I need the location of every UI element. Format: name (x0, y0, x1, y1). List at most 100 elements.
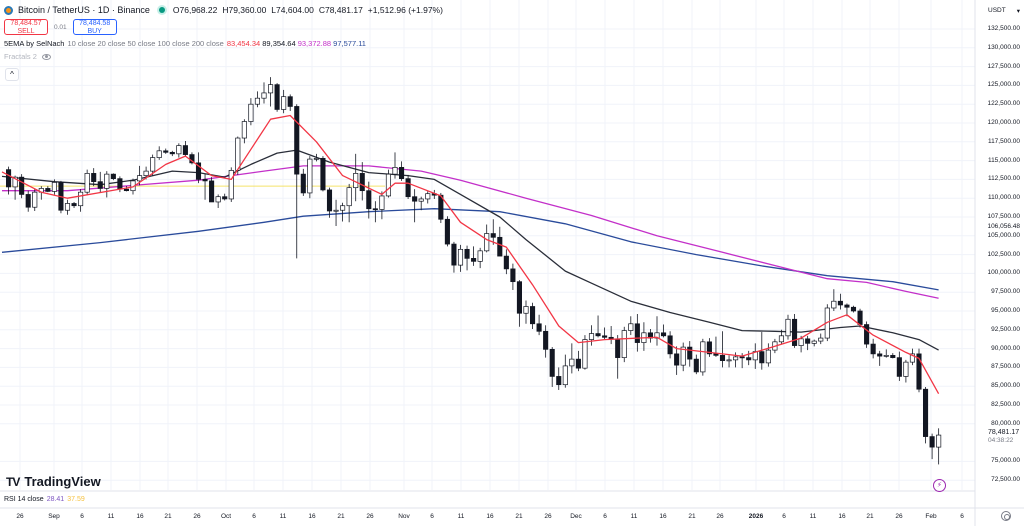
candle (32, 191, 38, 208)
candle (929, 436, 935, 448)
time-tick: Oct (220, 513, 232, 520)
time-tick: 16 (659, 513, 667, 520)
candle (543, 330, 549, 350)
candle (307, 158, 313, 194)
tradingview-mark-icon: TV (6, 474, 20, 489)
price-tick: 112,500.00 (987, 175, 1020, 183)
lightning-icon[interactable]: ⚡ (933, 479, 946, 492)
price-tick: 125,000.00 (987, 81, 1020, 89)
candle (156, 150, 162, 158)
candle (385, 173, 392, 197)
time-tick: Dec (570, 513, 582, 520)
sell-button[interactable]: 78,484.57 SELL (4, 19, 48, 35)
fractals-label: Fractals 2 (4, 52, 37, 61)
candle (680, 346, 686, 366)
candle (123, 188, 130, 192)
candle (313, 157, 319, 160)
time-tick: 16 (308, 513, 316, 520)
candle (222, 196, 228, 200)
candle (602, 335, 608, 338)
bar-countdown: 04:38:22 (988, 437, 1014, 444)
ema-value-0: 83,454.34 (226, 39, 263, 48)
time-tick: 6 (782, 513, 786, 520)
bitcoin-icon (4, 5, 13, 15)
price-tick: 115,000.00 (987, 156, 1020, 164)
currency-dropdown[interactable]: USDT ▾ (985, 4, 1023, 17)
candle (169, 151, 175, 155)
candle (903, 361, 909, 377)
price-tick: 82,500.00 (991, 401, 1020, 408)
time-tick: 6 (430, 513, 434, 520)
candle (195, 162, 202, 180)
candle (569, 358, 575, 367)
ohlc-close: C78,481.17 (318, 5, 363, 15)
candle (582, 339, 588, 369)
candle (418, 198, 424, 202)
candle (405, 178, 411, 198)
price-tick: 132,500.00 (987, 25, 1020, 32)
candle (844, 304, 850, 308)
candle (634, 323, 640, 343)
candle (176, 145, 182, 155)
candle (857, 310, 863, 325)
candle (556, 376, 562, 386)
candle (287, 96, 293, 107)
eye-hidden-icon[interactable] (41, 53, 51, 60)
candle (12, 176, 18, 188)
last-price-label: 78,481.17 04:38:22 (988, 429, 1019, 445)
collapse-legend-button[interactable]: ^ (5, 68, 19, 81)
sell-price: 78,484.57 (10, 19, 42, 27)
candle (457, 248, 464, 266)
candle (274, 84, 280, 110)
ema-indicator-legend[interactable]: 5EMA by SelNach 10 close 20 close 50 clo… (4, 39, 443, 48)
candle (936, 434, 942, 448)
currency-label: USDT (988, 7, 1006, 14)
candle (281, 96, 287, 110)
time-tick: 6 (960, 513, 964, 520)
candle (268, 84, 274, 94)
price-tick: 85,000.00 (991, 382, 1020, 390)
time-tick: 26 (544, 513, 552, 520)
time-tick: 21 (515, 513, 523, 520)
candle (595, 333, 601, 337)
candle (228, 170, 234, 200)
candle (621, 330, 627, 358)
candle (693, 358, 699, 373)
candle (687, 346, 693, 360)
ema-line (2, 165, 939, 299)
fractals-indicator-legend[interactable]: Fractals 2 (4, 52, 443, 61)
price-tick: 130,000.00 (987, 43, 1020, 51)
tradingview-logo[interactable]: TV TradingView (6, 474, 101, 489)
time-tick: 26 (366, 513, 374, 520)
candle (870, 343, 876, 355)
candle (78, 191, 84, 207)
rsi-legend[interactable]: RSI 14 close 28.41 37.59 (4, 496, 85, 503)
time-tick: 11 (457, 513, 465, 520)
candle (811, 340, 817, 344)
candle (516, 281, 523, 314)
price-marker-label: 106,056.48 (987, 222, 1020, 230)
time-tick: 16 (838, 513, 846, 520)
price-tick: 120,000.00 (987, 119, 1020, 126)
buy-button[interactable]: 78,484.58 BUY (72, 19, 117, 35)
candle (818, 337, 824, 342)
price-tick: 107,500.00 (987, 213, 1020, 220)
symbol-title[interactable]: Bitcoin / TetherUS · 1D · Binance (18, 5, 150, 15)
price-tick: 90,000.00 (991, 344, 1020, 352)
buy-price: 78,484.58 (79, 19, 111, 27)
time-tick: 6 (603, 513, 607, 520)
time-tick: 16 (136, 513, 144, 520)
candle (562, 365, 568, 386)
candle (877, 353, 883, 357)
candle (549, 349, 555, 377)
candle (615, 338, 621, 358)
candle (654, 332, 660, 339)
ema-line (1, 149, 939, 351)
candle (765, 349, 771, 364)
candle (333, 209, 339, 212)
time-axis[interactable]: 26 Sep 6 11 16 21 26 Oct 6 11 16 21 26 Nov 6 11 16 21 26 De… (0, 508, 970, 526)
candle (510, 268, 516, 283)
settings-icon[interactable] (1001, 511, 1011, 521)
ohlc-open: O76,968.22 (172, 5, 218, 15)
